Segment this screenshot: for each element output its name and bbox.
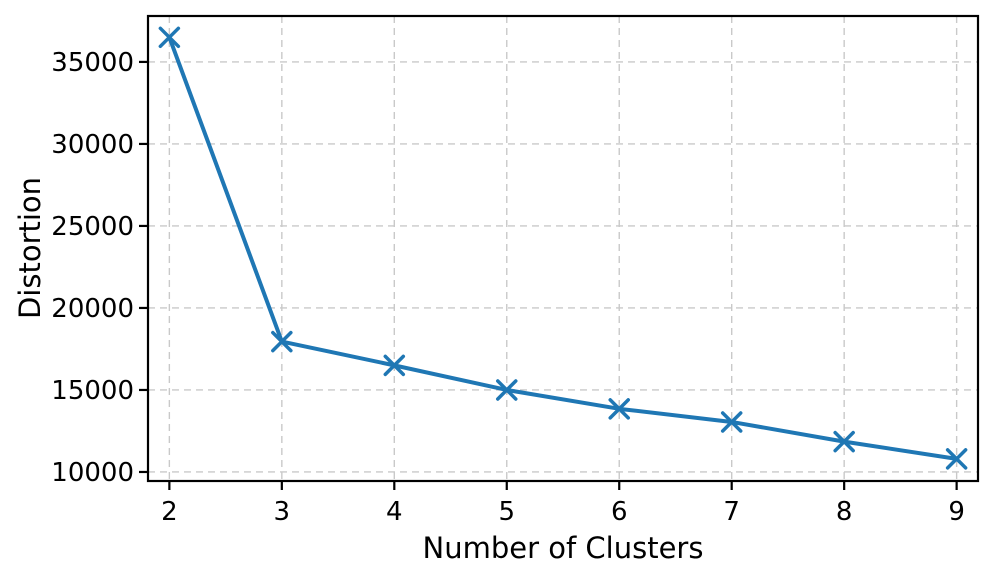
y-tick-label: 35000 — [51, 48, 134, 78]
x-tick-label: 3 — [274, 497, 291, 527]
data-point-marker — [383, 354, 406, 377]
y-axis-label: Distortion — [13, 176, 47, 320]
data-point-marker — [271, 330, 293, 353]
y-tick-label: 25000 — [51, 212, 134, 242]
x-tick-label: 7 — [723, 497, 740, 527]
x-tick-label: 9 — [948, 497, 965, 527]
data-point-marker — [833, 430, 855, 453]
x-tick-label: 2 — [161, 497, 178, 527]
y-tick-label: 15000 — [51, 376, 134, 406]
x-axis-label: Number of Clusters — [422, 531, 704, 565]
x-tick-label: 8 — [836, 497, 853, 527]
y-tick-label: 10000 — [51, 458, 134, 488]
data-point-marker — [608, 398, 630, 420]
y-tick-label: 30000 — [51, 130, 134, 160]
plot-border — [146, 14, 980, 483]
data-point-marker — [720, 411, 743, 433]
data-point-marker — [158, 26, 181, 49]
y-tick-label: 20000 — [51, 294, 134, 324]
data-point-marker — [945, 448, 968, 470]
x-tick-label: 5 — [498, 497, 515, 527]
x-tick-label: 4 — [386, 497, 403, 527]
data-point-marker — [496, 379, 518, 401]
series-line — [167, 35, 959, 461]
x-tick-label: 6 — [611, 497, 628, 527]
